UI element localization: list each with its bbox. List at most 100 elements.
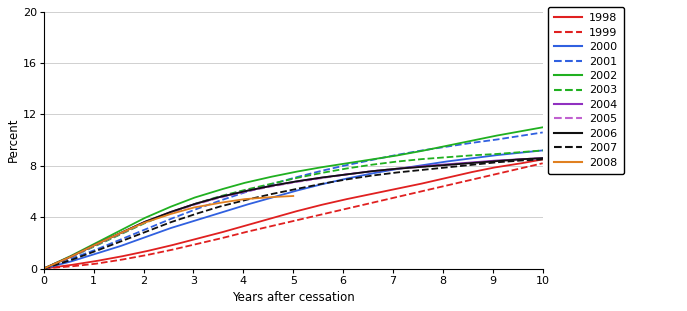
2002 [337,162,345,166]
2005 [40,267,48,271]
2002 [277,173,285,177]
2001 [337,165,345,168]
2002 [40,267,48,271]
2007 [280,190,288,193]
2008 [174,210,183,214]
2005 [337,173,345,177]
2004 [280,182,288,185]
2004 [527,157,535,160]
2000 [449,159,457,163]
2001 [40,267,48,271]
1999 [40,267,48,271]
2001 [310,171,318,174]
2005 [280,182,288,186]
2001 [449,144,457,147]
2008 [159,214,168,218]
2003 [310,173,318,176]
2001 [277,180,285,183]
2008 [283,194,291,198]
2004 [40,267,48,271]
1998 [280,213,288,216]
2006 [280,182,288,185]
2008 [158,215,166,219]
2005 [277,183,285,187]
1998 [539,158,547,161]
2000 [527,150,535,154]
2004 [277,182,285,186]
2001 [527,132,535,136]
2006 [527,157,535,160]
2000 [280,192,288,196]
X-axis label: Years after cessation: Years after cessation [232,291,354,304]
2002 [310,167,318,170]
Line: 2008: 2008 [44,196,293,269]
2003 [449,155,457,159]
2000 [337,178,345,182]
2002 [539,125,547,129]
1999 [337,208,345,212]
Line: 1998: 1998 [44,160,543,269]
2008 [244,197,252,201]
2007 [539,158,547,161]
2004 [337,173,345,177]
2008 [188,206,196,210]
2007 [449,165,457,169]
2005 [449,163,457,166]
2003 [280,179,288,183]
2003 [337,168,345,171]
Line: 2006: 2006 [44,158,543,269]
2000 [310,184,318,188]
2006 [40,267,48,271]
Y-axis label: Percent: Percent [7,118,20,162]
1999 [527,164,535,168]
1999 [277,222,285,226]
Line: 2003: 2003 [44,151,543,269]
2003 [539,149,547,152]
1998 [277,214,285,217]
1998 [40,267,48,271]
2006 [539,156,547,160]
2003 [40,267,48,271]
2007 [310,183,318,187]
2006 [449,163,457,166]
2000 [539,149,547,152]
Line: 2004: 2004 [44,158,543,269]
2004 [539,156,547,160]
2000 [277,193,285,197]
1998 [527,160,535,164]
2006 [337,173,345,177]
Line: 1999: 1999 [44,163,543,269]
Line: 2007: 2007 [44,160,543,269]
Line: 2001: 2001 [44,132,543,269]
2007 [277,190,285,194]
1998 [310,205,318,209]
1999 [280,221,288,225]
1998 [449,174,457,178]
2006 [277,182,285,186]
2000 [40,267,48,271]
2007 [40,267,48,271]
2003 [527,150,535,153]
2002 [527,128,535,131]
2007 [527,158,535,162]
2008 [40,267,48,271]
2004 [310,177,318,181]
2002 [449,143,457,146]
2005 [310,178,318,181]
2008 [289,194,297,198]
1998 [337,198,345,202]
1999 [310,214,318,218]
1999 [449,182,457,186]
Legend: 1998, 1999, 2000, 2001, 2002, 2003, 2004, 2005, 2006, 2007, 2008: 1998, 1999, 2000, 2001, 2002, 2003, 2004… [548,7,624,174]
2001 [280,179,288,183]
Line: 2000: 2000 [44,151,543,269]
2005 [539,156,547,160]
2006 [310,177,318,181]
Line: 2002: 2002 [44,127,543,269]
1999 [539,161,547,165]
2001 [539,131,547,134]
Line: 2005: 2005 [44,158,543,269]
2007 [337,179,345,182]
2005 [527,157,535,160]
2002 [280,172,288,176]
